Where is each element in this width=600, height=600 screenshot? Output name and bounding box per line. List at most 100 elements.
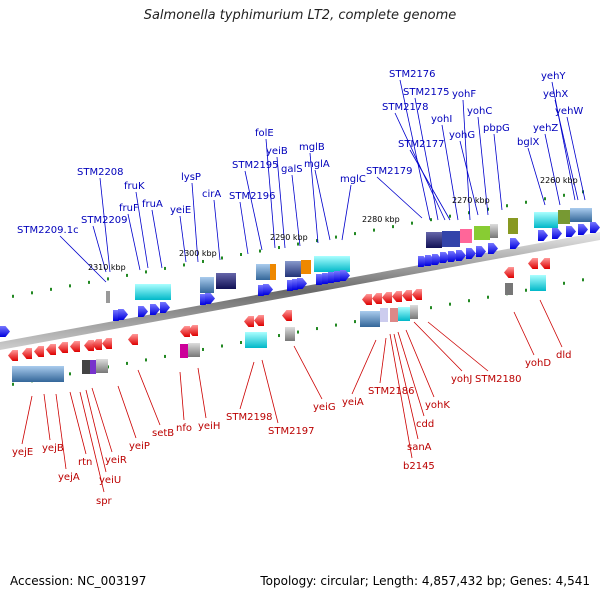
- gene-label-bottom[interactable]: yohD: [525, 358, 551, 369]
- leader-line: [127, 213, 141, 271]
- leader-line: [527, 147, 546, 206]
- gene-label-bottom[interactable]: yohJ: [451, 374, 472, 385]
- leader-line: [413, 321, 463, 372]
- strand-dot: [335, 323, 337, 327]
- gene-label-top[interactable]: mglA: [304, 159, 330, 170]
- forward-gene-arrow: [150, 304, 160, 315]
- strand-dot: [411, 221, 413, 225]
- strand-dot: [335, 235, 337, 239]
- gene-label-top[interactable]: yeiB: [266, 146, 288, 157]
- gene-label-bottom[interactable]: yeiP: [129, 441, 150, 452]
- forward-gene-arrow: [566, 226, 576, 237]
- leader-line: [213, 199, 221, 261]
- reverse-gene-arrow: [282, 310, 292, 321]
- gene-label-bottom[interactable]: b2145: [403, 461, 435, 472]
- reverse-gene-arrow: [84, 340, 94, 351]
- strand-dot: [240, 253, 242, 256]
- gene-label-top[interactable]: yehY: [541, 71, 566, 82]
- forward-gene-arrow: [456, 250, 466, 261]
- feature-block: [314, 256, 350, 272]
- gene-label-bottom[interactable]: yeiG: [313, 402, 336, 413]
- feature-block: [426, 232, 442, 248]
- gene-label-bottom[interactable]: STM2197: [268, 426, 315, 437]
- gene-label-top[interactable]: yohF: [452, 89, 476, 100]
- feature-block: [460, 229, 472, 243]
- feature-block: [200, 277, 214, 293]
- gene-label-top[interactable]: yohG: [449, 130, 475, 141]
- gene-label-top[interactable]: folE: [255, 128, 274, 139]
- gene-label-top[interactable]: STM2175: [403, 87, 450, 98]
- gene-label-top[interactable]: galS: [281, 164, 303, 175]
- gene-label-top[interactable]: STM2178: [382, 102, 429, 113]
- gene-label-top[interactable]: STM2209.1c: [17, 225, 79, 236]
- strand-dot: [69, 284, 71, 288]
- strand-dot: [373, 228, 375, 232]
- leader-line: [151, 209, 163, 269]
- gene-label-top[interactable]: bglX: [517, 137, 539, 148]
- strand-dot: [12, 382, 14, 386]
- strand-dot: [202, 347, 204, 351]
- reverse-gene-arrow: [540, 258, 550, 269]
- gene-label-top[interactable]: fruF: [119, 203, 139, 214]
- gene-label-bottom[interactable]: sanA: [407, 442, 432, 453]
- strand-dot: [487, 207, 489, 211]
- gene-label-bottom[interactable]: yejE: [12, 447, 33, 458]
- gene-label-top[interactable]: STM2177: [398, 139, 445, 150]
- strand-dot: [126, 273, 128, 277]
- gene-label-top[interactable]: STM2179: [366, 166, 413, 177]
- gene-label-bottom[interactable]: spr: [96, 496, 113, 507]
- gene-label-top[interactable]: yehW: [555, 106, 583, 117]
- gene-label-top[interactable]: yehX: [543, 89, 568, 100]
- gene-label-bottom[interactable]: nfo: [176, 423, 192, 434]
- gene-label-top[interactable]: yohC: [467, 106, 492, 117]
- gene-label-bottom[interactable]: yeiA: [342, 397, 364, 408]
- gene-label-top[interactable]: cirA: [202, 189, 221, 200]
- reverse-gene-arrow: [244, 316, 254, 327]
- scale-tick-label: 2310 kbp: [88, 263, 126, 272]
- gene-label-bottom[interactable]: yeiU: [99, 475, 121, 486]
- gene-label-top[interactable]: mglB: [299, 142, 325, 153]
- gene-label-top[interactable]: STM2208: [77, 167, 124, 178]
- gene-label-bottom[interactable]: yejB: [42, 443, 64, 454]
- genome-summary-text: Topology: circular; Length: 4,857,432 bp…: [260, 574, 590, 588]
- feature-block: [216, 273, 236, 289]
- gene-label-bottom[interactable]: STM2180: [475, 374, 522, 385]
- forward-gene-arrow: [138, 306, 148, 317]
- scale-tick-label: 2270 kbp: [452, 196, 490, 205]
- strand-dot: [430, 306, 432, 310]
- gene-label-top[interactable]: STM2176: [389, 69, 436, 80]
- gene-label-top[interactable]: lysP: [181, 172, 201, 183]
- leader-line: [394, 112, 446, 221]
- gene-label-bottom[interactable]: yeiR: [105, 455, 127, 466]
- gene-label-top[interactable]: mglC: [340, 174, 366, 185]
- gene-label-bottom[interactable]: dld: [556, 350, 571, 361]
- gene-label-bottom[interactable]: STM2186: [368, 386, 415, 397]
- gene-label-top[interactable]: yohI: [431, 114, 452, 125]
- strand-dot: [487, 295, 489, 299]
- strand-dot: [468, 299, 470, 303]
- feature-block: [380, 308, 388, 322]
- gene-label-bottom[interactable]: cdd: [416, 419, 434, 430]
- scale-tick-label: 2280 kbp: [362, 215, 400, 224]
- gene-label-bottom[interactable]: setB: [152, 428, 174, 439]
- gene-label-top[interactable]: STM2209: [81, 215, 128, 226]
- gene-label-bottom[interactable]: rtn: [78, 457, 92, 468]
- gene-label-bottom[interactable]: yohK: [425, 400, 450, 411]
- gene-label-bottom[interactable]: STM2198: [226, 412, 273, 423]
- gene-label-bottom[interactable]: yejA: [58, 472, 80, 483]
- reverse-gene-arrow: [528, 258, 538, 269]
- gene-label-top[interactable]: yeiE: [170, 205, 191, 216]
- reverse-gene-arrow: [46, 344, 56, 355]
- gene-label-top[interactable]: pbpG: [483, 123, 510, 134]
- gene-label-top[interactable]: yehZ: [533, 123, 558, 134]
- strand-dot: [297, 242, 299, 246]
- gene-label-top[interactable]: STM2196: [229, 191, 276, 202]
- gene-label-top[interactable]: fruA: [142, 199, 163, 210]
- gene-label-bottom[interactable]: yeiH: [198, 421, 220, 432]
- strand-dot: [183, 263, 185, 267]
- feature-block: [245, 332, 267, 348]
- reverse-gene-arrow: [34, 346, 44, 357]
- gene-label-top[interactable]: fruK: [124, 181, 145, 192]
- gene-label-top[interactable]: STM2195: [232, 160, 279, 171]
- reverse-gene-arrow: [382, 292, 392, 303]
